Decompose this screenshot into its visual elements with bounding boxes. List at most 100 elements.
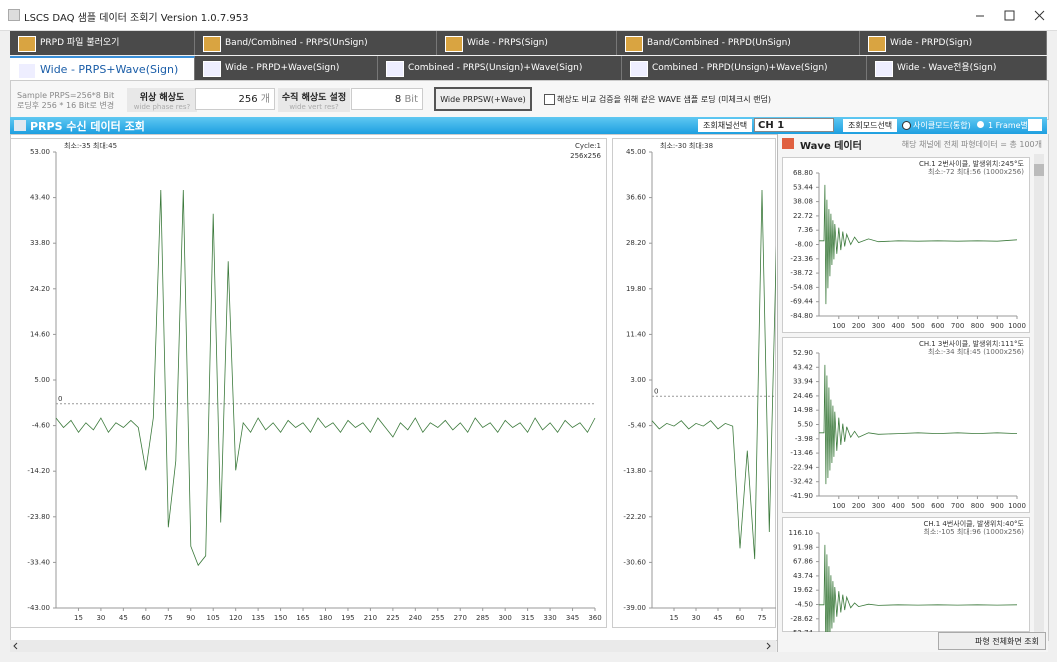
y-tick-label: -22.20 (623, 513, 646, 521)
x-tick-label: 1000 (1008, 322, 1026, 330)
x-tick-label: 270 (454, 614, 467, 622)
x-tick-label: 165 (296, 614, 309, 622)
y-tick-label: -14.20 (27, 467, 50, 475)
tab[interactable]: Band/Combined - PRPS(UnSign) (195, 31, 437, 55)
x-tick-label: 400 (892, 322, 905, 330)
radio-2[interactable] (977, 121, 984, 128)
x-tick-label: 400 (892, 502, 905, 510)
chart-frame (782, 337, 1030, 513)
x-tick-label: 300 (872, 502, 885, 510)
x-tick-label: 100 (832, 502, 845, 510)
phase-input[interactable]: 256 개 (195, 88, 275, 110)
x-tick-label: 15 (74, 614, 83, 622)
y-tick-label: 14.60 (30, 330, 50, 338)
tab-label: Wide - PRPD+Wave(Sign) (225, 63, 340, 73)
x-tick-label: 60 (736, 614, 745, 622)
checkbox[interactable] (544, 94, 555, 105)
tab[interactable]: Wide - PRPS(Sign) (437, 31, 617, 55)
x-tick-label: 135 (251, 614, 264, 622)
tab-icon (18, 63, 36, 79)
load-button[interactable]: Wide PRPSW(+Wave) (434, 87, 532, 111)
y-tick-label: 116.10 (789, 529, 814, 537)
wave-chart-stats: 최소:-105 최대:96 (1000x256) (923, 527, 1024, 536)
x-tick-label: 300 (872, 322, 885, 330)
data-line (819, 184, 1018, 305)
phase-unit: 개 (260, 94, 270, 105)
x-tick-label: 800 (971, 502, 984, 510)
window-controls[interactable] (970, 8, 1050, 24)
stats-label: 최소:-30 최대:38 (660, 141, 713, 150)
x-tick-label: 45 (714, 614, 723, 622)
y-tick-label: -4.60 (32, 422, 50, 430)
tab-label: Band/Combined - PRPS(UnSign) (225, 38, 368, 48)
tab[interactable]: Wide - Wave전용(Sign) (867, 56, 1047, 80)
y-tick-label: 43.74 (793, 572, 814, 580)
x-tick-label: 300 (498, 614, 511, 622)
x-tick-label: 210 (364, 614, 377, 622)
tab[interactable]: Wide - PRPS+Wave(Sign) (10, 56, 195, 80)
wave-chart: 52.90 43.42 33.94 24.46 14.98 5.50 -3.98 -13.46… (782, 337, 1030, 513)
scrollbar[interactable] (1034, 154, 1044, 632)
x-tick-label: 315 (521, 614, 534, 622)
x-tick-label: 195 (341, 614, 354, 622)
x-tick-label: 345 (566, 614, 579, 622)
y-tick-label: 24.20 (30, 285, 50, 293)
tab[interactable]: Wide - PRPD+Wave(Sign) (195, 56, 378, 80)
y-tick-label: -28.62 (790, 615, 813, 623)
channel-select[interactable]: CH 1 (754, 118, 834, 132)
y-tick-label: 91.98 (793, 543, 813, 551)
tab-icon (625, 36, 643, 52)
tab[interactable]: PRPD 파일 불러오기 (10, 31, 195, 55)
x-tick-label: 500 (911, 502, 924, 510)
title-bar: LSCS DAQ 샘플 데이터 조회기 Version 1.0.7.953 (0, 0, 1057, 31)
wave-note: 해당 채널에 전체 파형데이터 = 총 100개 (901, 140, 1042, 149)
x-tick-label: 800 (971, 322, 984, 330)
y-tick-label: 5.00 (34, 376, 50, 384)
y-tick-label: -41.90 (790, 492, 813, 500)
tab[interactable]: Combined - PRPS(Unsign)+Wave(Sign) (378, 56, 622, 80)
sample-note: Sample PRPS=256*8 Bit (17, 91, 115, 100)
y-tick-label: 33.80 (30, 239, 50, 247)
data-line (651, 189, 776, 560)
stats-label: 최소:-35 최대:45 (64, 141, 117, 150)
y-tick-label: -69.44 (790, 298, 813, 306)
header-button[interactable] (1028, 119, 1042, 131)
phase-box: 위상 해상도 wide phase res? (127, 88, 197, 112)
y-tick-label: -3.98 (795, 435, 813, 443)
x-tick-label: 105 (207, 614, 220, 622)
y-tick-label: -33.40 (27, 558, 50, 566)
tab-icon (875, 61, 893, 77)
tab-icon (445, 36, 463, 52)
wave-chart: 68.80 53.44 38.08 22.72 7.36 -8.00 -23.36 -38.7… (782, 157, 1030, 333)
wave-chart-stats: 최소:-72 최대:56 (1000x256) (928, 167, 1024, 176)
tab[interactable]: Wide - PRPD(Sign) (860, 31, 1047, 55)
y-tick-label: 52.90 (793, 349, 813, 357)
chart-frame (782, 157, 1030, 333)
y-tick-label: 3.00 (630, 376, 646, 384)
tab-label: Combined - PRPD(Unsign)+Wave(Sign) (652, 63, 828, 73)
vert-input[interactable]: 8 Bit (351, 88, 423, 110)
x-tick-label: 1000 (1008, 502, 1026, 510)
data-line (819, 544, 1018, 632)
fullscreen-button[interactable]: 파형 전체화면 조회 (938, 632, 1046, 650)
y-tick-label: -30.60 (623, 558, 646, 566)
tab-label: Wide - PRPS+Wave(Sign) (40, 63, 179, 76)
tab[interactable]: Band/Combined - PRPD(UnSign) (617, 31, 860, 55)
tab[interactable]: Combined - PRPD(Unsign)+Wave(Sign) (622, 56, 867, 80)
y-tick-label: -23.36 (790, 255, 813, 263)
h-scrollbar[interactable] (10, 640, 776, 652)
y-tick-label: 38.08 (793, 198, 813, 206)
radio-1[interactable] (902, 121, 911, 130)
x-tick-label: 200 (852, 322, 865, 330)
x-tick-label: 700 (951, 502, 964, 510)
annotation: Cycle:1 (575, 142, 601, 150)
tab-label: Wide - PRPS(Sign) (467, 38, 548, 48)
tab-icon (203, 36, 221, 52)
chart-frame (612, 138, 776, 628)
x-tick-label: 100 (832, 322, 845, 330)
tab-label: PRPD 파일 불러오기 (40, 38, 120, 48)
wave-chart-title: CH.1 3번사이클, 발생위치:111°도 (919, 339, 1025, 348)
y-tick-label: -13.46 (790, 449, 813, 457)
x-tick-label: 180 (319, 614, 332, 622)
